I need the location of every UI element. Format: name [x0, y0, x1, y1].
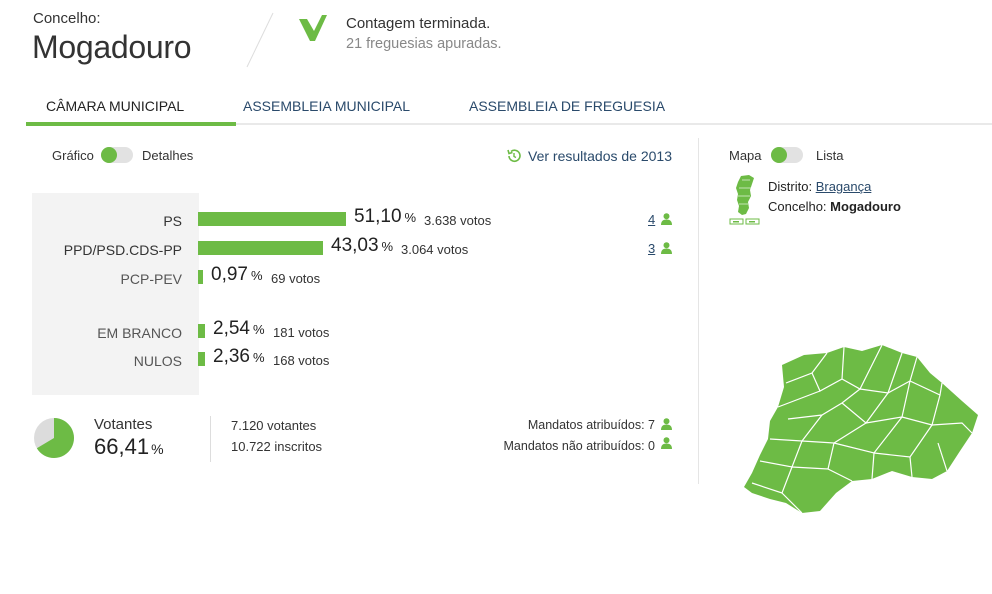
result-pct: 2,36% — [213, 346, 265, 368]
result-pct-symbol: % — [250, 268, 263, 283]
turnout-pie — [34, 418, 74, 458]
result-votes: 3.638 votos — [424, 213, 492, 228]
result-mandates[interactable]: 3 — [648, 241, 656, 256]
toggle-knob — [771, 147, 787, 163]
result-votes: 181 votos — [273, 325, 330, 340]
district-link[interactable]: Bragança — [815, 179, 872, 194]
portugal-mini-map[interactable] — [729, 174, 761, 226]
result-pct: 51,10% — [354, 206, 416, 228]
tab-assembleia-municipal[interactable]: ASSEMBLEIA MUNICIPAL — [243, 98, 411, 114]
council-label-side: Concelho: — [768, 199, 827, 214]
result-pct-value: 43,03 — [331, 235, 379, 256]
toggle-label-lista: Lista — [816, 148, 844, 163]
toggle-knob — [101, 147, 117, 163]
map-list-toggle[interactable] — [771, 147, 803, 163]
result-votes: 168 votos — [273, 353, 330, 368]
summary-divider — [210, 416, 211, 462]
history-link-label: Ver resultados de 2013 — [528, 148, 672, 164]
council-line: Concelho: Mogadouro — [768, 199, 901, 214]
check-icon — [299, 15, 327, 41]
person-icon — [661, 437, 672, 449]
person-icon — [661, 213, 672, 225]
toggle-label-mapa: Mapa — [729, 148, 762, 163]
person-icon — [661, 418, 672, 430]
parish-borders — [751, 344, 973, 514]
result-bar — [198, 241, 323, 255]
turnout-label: Votantes — [94, 416, 153, 433]
turnout-pct-value: 66,41 — [94, 434, 150, 459]
mandates-unassigned: Mandatos não atribuídos: 0 — [503, 439, 656, 453]
result-pct-value: 51,10 — [354, 206, 402, 227]
party-names-panel — [32, 193, 199, 395]
result-bar — [198, 270, 203, 284]
result-pct-symbol: % — [381, 239, 394, 254]
council-name: Mogadouro — [830, 199, 901, 214]
tab-assembleia-freguesia[interactable]: ASSEMBLEIA DE FREGUESIA — [469, 98, 666, 114]
result-votes: 69 votos — [271, 271, 321, 286]
active-tab-indicator — [26, 122, 236, 126]
turnout-pct-symbol: % — [151, 441, 164, 457]
sidebar-divider — [698, 138, 699, 484]
council-label: Concelho: — [33, 10, 101, 27]
count-status: Contagem terminada. — [346, 15, 491, 32]
result-mandates[interactable]: 4 — [648, 212, 656, 227]
result-bar — [198, 212, 346, 226]
chart-details-toggle[interactable] — [101, 147, 133, 163]
turnout-pct: 66,41% — [94, 434, 164, 460]
district-label: Distrito: — [768, 179, 813, 194]
party-name: NULOS — [133, 353, 182, 369]
result-bar — [198, 324, 205, 338]
result-bar — [198, 352, 205, 366]
result-pct-symbol: % — [252, 350, 265, 365]
tabs-baseline — [26, 123, 992, 125]
toggle-label-detalhes: Detalhes — [142, 148, 194, 163]
result-votes: 3.064 votos — [401, 242, 469, 257]
history-icon — [507, 149, 521, 162]
history-link[interactable]: Ver resultados de 2013 — [506, 148, 672, 164]
result-pct-value: 2,54 — [213, 318, 250, 339]
person-icon — [661, 242, 672, 254]
result-pct: 2,54% — [213, 318, 265, 340]
party-name: PS — [163, 213, 182, 229]
parishes-counted: 21 freguesias apuradas. — [346, 36, 502, 52]
registered-count: 10.722 inscritos — [231, 439, 323, 454]
party-name: PPD/PSD.CDS-PP — [63, 242, 182, 258]
voters-count: 7.120 votantes — [231, 418, 317, 433]
result-pct-value: 0,97 — [211, 264, 248, 285]
result-pct: 0,97% — [211, 264, 263, 286]
header-divider — [246, 12, 274, 68]
party-name: EM BRANCO — [97, 325, 182, 341]
result-pct: 43,03% — [331, 235, 393, 257]
party-name: PCP-PEV — [120, 271, 182, 287]
turnout-pie-slice — [36, 418, 74, 458]
district-line: Distrito: Bragança — [768, 179, 871, 194]
result-pct-symbol: % — [252, 322, 265, 337]
tab-camara-municipal[interactable]: CÂMARA MUNICIPAL — [46, 98, 185, 114]
page-title: Mogadouro — [32, 29, 192, 65]
mandates-assigned: Mandatos atribuídos: 7 — [527, 418, 655, 432]
result-pct-value: 2,36 — [213, 346, 250, 367]
result-pct-symbol: % — [404, 210, 417, 225]
toggle-label-grafico: Gráfico — [52, 148, 94, 163]
mogadouro-map[interactable] — [742, 343, 982, 515]
